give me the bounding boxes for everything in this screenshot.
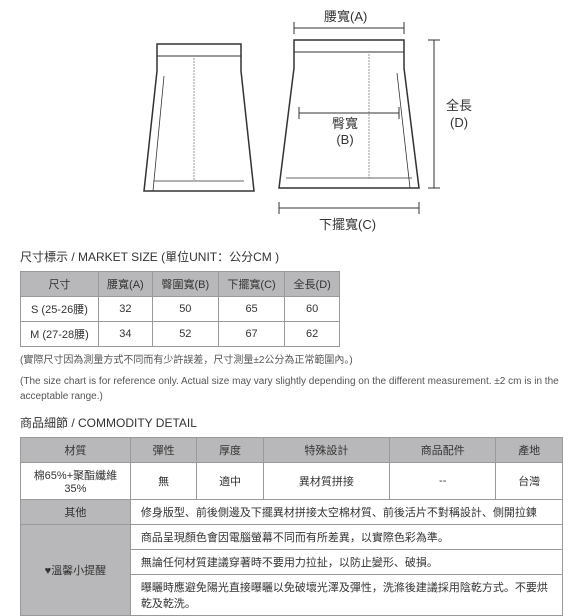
hip-label: 臀寬(B): [332, 116, 358, 147]
other-value: 修身版型、前後側邊及下擺異材拼接太空棉材質、前後活片不對稱設計、側開拉鍊: [130, 500, 562, 525]
length-label: 全長(D): [446, 98, 472, 132]
size-table: 尺寸腰寬(A)臀圍寬(B)下擺寬(C)全長(D) S (25-26腰)32506…: [20, 271, 340, 347]
tip-line: 無論任何材質建議穿著時不要用力拉扯，以防止變形、破損。: [130, 550, 562, 575]
skirt-front: [139, 36, 259, 206]
tips-header: ♥溫馨小提醒: [21, 525, 131, 616]
size-note-en: (The size chart is for reference only. A…: [20, 374, 563, 404]
waist-label: 腰寬(A): [324, 6, 367, 25]
detail-table: 材質彈性厚度特殊設計商品配件產地 棉65%+聚酯纖維35%無適中異材質拼接--台…: [20, 437, 563, 616]
size-note-zh: (實際尺寸因為測量方式不同而有少許誤差，尺寸測量±2公分為正常範圍內。): [20, 353, 563, 368]
hem-label: 下擺寬(C): [319, 214, 376, 233]
size-section-title: 尺寸標示 / MARKET SIZE (單位UNIT：公分CM ): [20, 248, 563, 265]
skirt-diagram: 腰寬(A) 臀寬(B) 下擺寬(C) 全長(D): [20, 8, 563, 238]
other-header: 其他: [21, 500, 131, 525]
tip-line: 曝曬時應避免陽光直接曝曬以免破壞光澤及彈性，洗滌後建議採用陰乾方式。不要烘乾及乾…: [130, 575, 562, 616]
skirt-back: [274, 8, 444, 218]
detail-section-title: 商品細節 / COMMODITY DETAIL: [20, 414, 563, 431]
tip-line: 商品呈現顏色會因電腦螢幕不同而有所差異，以實際色彩為準。: [130, 525, 562, 550]
